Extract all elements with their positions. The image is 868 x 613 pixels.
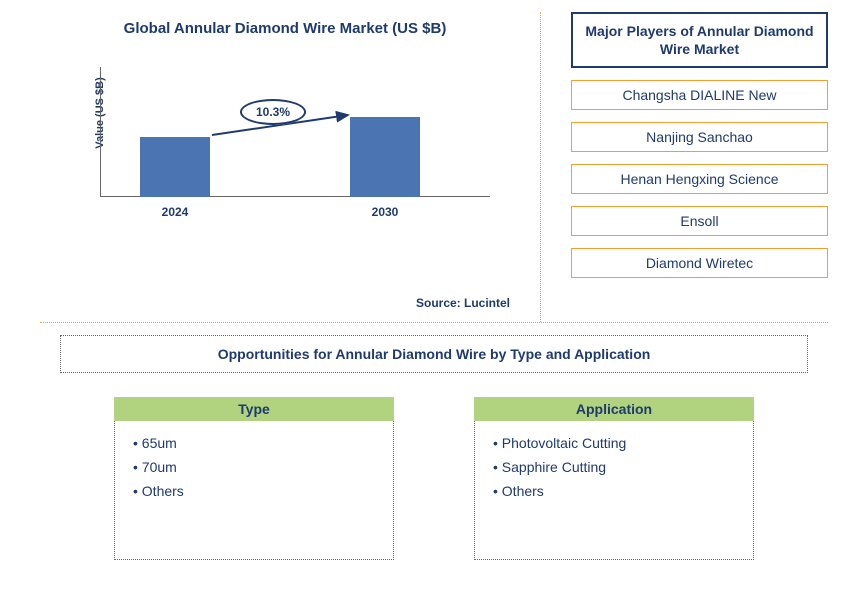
players-title: Major Players of Annular Diamond Wire Ma… [571, 12, 828, 68]
growth-rate-badge: 10.3% [240, 103, 306, 121]
list-item: 65um [133, 435, 375, 451]
list-item: Photovoltaic Cutting [493, 435, 735, 451]
chart-pane: Global Annular Diamond Wire Market (US $… [40, 12, 541, 322]
opportunity-columns: Type 65um 70um Others Application Photovol… [60, 397, 808, 560]
list-item: Sapphire Cutting [493, 459, 735, 475]
opportunity-section: Opportunities for Annular Diamond Wire b… [0, 323, 868, 560]
bar [140, 137, 210, 197]
player-item: Henan Hengxing Science [571, 164, 828, 194]
bar-chart: Value (US $B) 10.3% 20242030 [100, 67, 490, 227]
bar-label: 2030 [350, 205, 420, 219]
growth-rate-label: 10.3% [240, 99, 306, 125]
type-header: Type [114, 397, 394, 421]
player-item: Nanjing Sanchao [571, 122, 828, 152]
players-pane: Major Players of Annular Diamond Wire Ma… [541, 12, 828, 322]
player-item: Diamond Wiretec [571, 248, 828, 278]
player-item: Changsha DIALINE New [571, 80, 828, 110]
bar-label: 2024 [140, 205, 210, 219]
type-column: Type 65um 70um Others [114, 397, 394, 560]
type-body: 65um 70um Others [114, 421, 394, 560]
application-header: Application [474, 397, 754, 421]
chart-title: Global Annular Diamond Wire Market (US $… [40, 20, 530, 37]
y-axis [100, 67, 101, 197]
list-item: Others [133, 483, 375, 499]
bar [350, 117, 420, 197]
list-item: Others [493, 483, 735, 499]
player-item: Ensoll [571, 206, 828, 236]
application-body: Photovoltaic Cutting Sapphire Cutting Othe… [474, 421, 754, 560]
top-section: Global Annular Diamond Wire Market (US $… [0, 0, 868, 322]
opportunity-title: Opportunities for Annular Diamond Wire b… [60, 335, 808, 373]
source-label: Source: Lucintel [416, 296, 510, 310]
list-item: 70um [133, 459, 375, 475]
application-column: Application Photovoltaic Cutting Sapphire… [474, 397, 754, 560]
